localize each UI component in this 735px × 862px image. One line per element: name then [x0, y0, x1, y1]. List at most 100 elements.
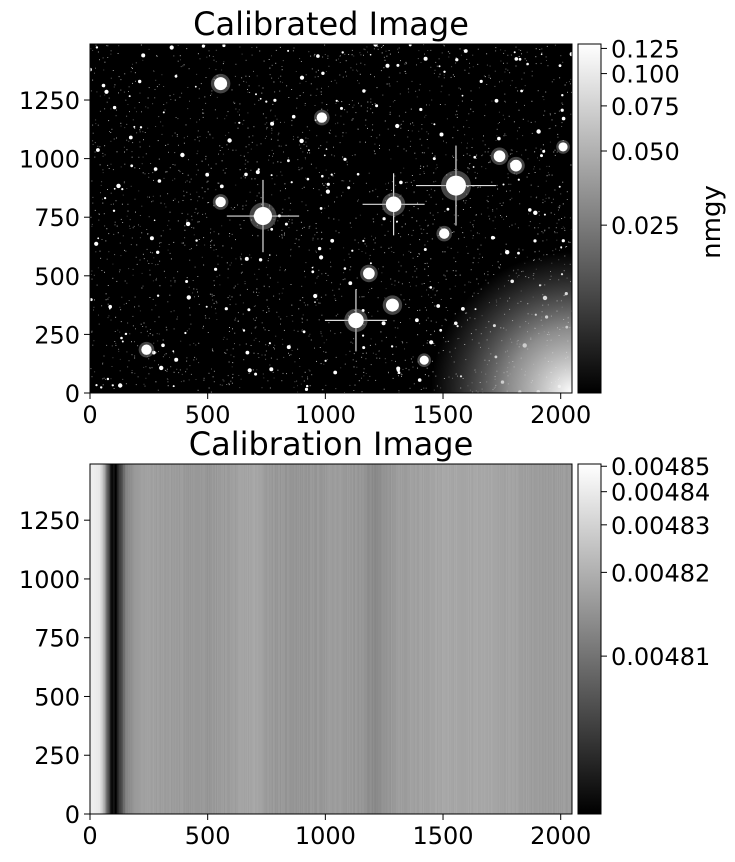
calibration-column: [456, 464, 458, 814]
calibration-column: [144, 464, 146, 814]
star: [556, 140, 570, 154]
calibration-column: [317, 464, 319, 814]
calibration-column: [352, 464, 354, 814]
calibration-column: [215, 464, 217, 814]
calibration-column: [496, 464, 498, 814]
star: [138, 341, 155, 358]
calibration-column: [323, 464, 325, 814]
calibration-column: [337, 464, 339, 814]
calibration-column: [316, 464, 318, 814]
calibration-column: [296, 464, 298, 814]
calibration-column: [250, 464, 252, 814]
calibration-column: [118, 464, 120, 814]
calibration-column: [428, 464, 430, 814]
calibration-column: [570, 464, 572, 814]
star: [490, 147, 509, 166]
calibration-column: [547, 464, 549, 814]
calibration-column: [160, 464, 162, 814]
calibration-column: [306, 464, 308, 814]
calibration-column: [299, 464, 301, 814]
calibration-column: [386, 464, 388, 814]
calibration-column: [157, 464, 159, 814]
calibration-column: [96, 464, 98, 814]
calibration-column: [217, 464, 219, 814]
calibration-column: [419, 464, 421, 814]
calibration-column: [209, 464, 211, 814]
calibration-column: [278, 464, 280, 814]
calibration-column: [93, 464, 95, 814]
calibration-column: [98, 464, 100, 814]
calibration-column: [236, 464, 238, 814]
calibrated-image-y-tick-label: 500: [34, 263, 80, 291]
calibration-column: [558, 464, 560, 814]
calibration-column: [389, 464, 391, 814]
calibration-column: [263, 464, 265, 814]
calibration-column: [91, 464, 93, 814]
calibration-column: [312, 464, 314, 814]
calibration-column: [176, 464, 178, 814]
calibration-column: [433, 464, 435, 814]
calibration-column: [566, 464, 568, 814]
calibration-column: [346, 464, 348, 814]
calibration-column: [458, 464, 460, 814]
calibration-column: [446, 464, 448, 814]
calibration-column: [297, 464, 299, 814]
calibration-column: [457, 464, 459, 814]
calibration-column: [231, 464, 233, 814]
calibration-column: [416, 464, 418, 814]
calibration-column: [319, 464, 321, 814]
calibration-column: [400, 464, 402, 814]
calibration-column: [115, 464, 117, 814]
calibration-column: [224, 464, 226, 814]
calibration-column: [124, 464, 126, 814]
calibration-column: [219, 464, 221, 814]
calibration-column: [210, 464, 212, 814]
calibration-column: [295, 464, 297, 814]
calibration-column: [310, 464, 312, 814]
calibration-column: [348, 464, 350, 814]
calibration-image-title: Calibration Image: [189, 425, 474, 463]
calibration-column: [246, 464, 248, 814]
calibration-column: [212, 464, 214, 814]
calibration-column: [182, 464, 184, 814]
calibration-column: [315, 464, 317, 814]
calibration-column: [259, 464, 261, 814]
calibration-column: [203, 464, 205, 814]
calibration-column: [442, 464, 444, 814]
calibration-column: [271, 464, 273, 814]
calibration-column: [383, 464, 385, 814]
calibration-column: [362, 464, 364, 814]
calibration-column: [266, 464, 268, 814]
calibration-column: [481, 464, 483, 814]
calibration-column: [429, 464, 431, 814]
calibration-column: [365, 464, 367, 814]
calibration-column: [511, 464, 513, 814]
calibration-column: [314, 464, 316, 814]
calibration-column: [214, 464, 216, 814]
calibration-column: [444, 464, 446, 814]
calibration-column: [320, 464, 322, 814]
calibration-column: [329, 464, 331, 814]
calibrated-image-colorbar-label: nmgy: [697, 185, 727, 259]
calibration-column: [101, 464, 103, 814]
calibration-column: [459, 464, 461, 814]
calibration-column: [408, 464, 410, 814]
calibration-column: [381, 464, 383, 814]
calibration-column: [327, 464, 329, 814]
calibrated-image-x-tick-label: 1500: [412, 401, 473, 429]
calibration-column: [168, 464, 170, 814]
calibration-column: [422, 464, 424, 814]
calibration-column: [143, 464, 145, 814]
calibration-column: [425, 464, 427, 814]
calibration-column: [257, 464, 259, 814]
calibration-column: [475, 464, 477, 814]
calibration-column: [415, 464, 417, 814]
calibrated-image-y-tick-label: 750: [34, 204, 80, 232]
calibration-column: [125, 464, 127, 814]
calibration-column: [406, 464, 408, 814]
calibration-column: [466, 464, 468, 814]
calibration-column: [234, 464, 236, 814]
calibration-column: [450, 464, 452, 814]
calibration-column: [190, 464, 192, 814]
